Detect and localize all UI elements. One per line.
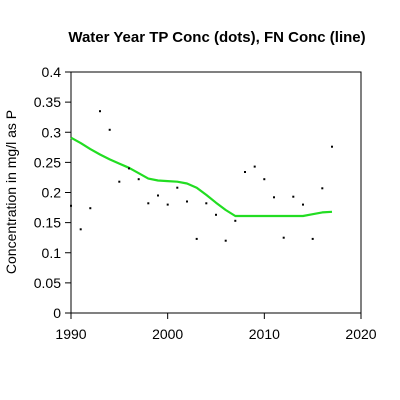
tp-conc-dot-15 xyxy=(215,213,217,216)
x-axis: 1990 2000 2010 2020 xyxy=(55,313,377,342)
tp-conc-dot-12 xyxy=(186,200,188,203)
y-tick-label-7: 0.35 xyxy=(34,94,61,110)
x-tick-label-2: 2010 xyxy=(249,326,280,342)
x-tick-label-1: 2000 xyxy=(152,326,183,342)
y-tick-label-6: 0.3 xyxy=(42,124,62,140)
y-tick-label-3: 0.15 xyxy=(34,215,61,231)
tp-conc-dot-26 xyxy=(321,187,324,190)
tp-conc-dot-23 xyxy=(292,195,295,198)
tp-conc-dot-9 xyxy=(157,194,159,197)
tp-conc-dot-8 xyxy=(147,202,150,205)
tp-conc-dot-25 xyxy=(311,237,314,240)
plot-frame xyxy=(70,71,362,314)
tp-conc-dot-0 xyxy=(70,204,72,207)
y-tick-label-8: 0.4 xyxy=(42,64,62,80)
tp-conc-dot-5 xyxy=(118,180,121,183)
tp-conc-dot-1 xyxy=(79,228,82,231)
tp-conc-dots-series xyxy=(70,110,333,242)
tp-conc-dot-14 xyxy=(205,202,208,205)
y-tick-label-5: 0.25 xyxy=(34,154,61,170)
y-tick-label-2: 0.1 xyxy=(42,245,62,261)
chart-title: Water Year TP Conc (dots), FN Conc (line… xyxy=(68,29,365,46)
y-axis: 0 0.05 0.1 0.15 0.2 0.25 0.3 0.35 0.4 xyxy=(34,64,71,321)
y-axis-label: Concentration in mg/l as P xyxy=(3,110,19,274)
fn-conc-line-series xyxy=(70,136,333,218)
tp-conc-dot-19 xyxy=(253,165,256,168)
tp-conc-dot-11 xyxy=(176,186,179,189)
tp-conc-dot-17 xyxy=(234,219,237,222)
tp-conc-dot-27 xyxy=(331,145,333,148)
tp-conc-dot-21 xyxy=(273,196,275,199)
tp-conc-dot-18 xyxy=(244,171,246,173)
tp-conc-dot-16 xyxy=(224,239,227,242)
tp-conc-dot-6 xyxy=(128,167,130,170)
tp-conc-dot-4 xyxy=(108,128,111,131)
fn-conc-line xyxy=(70,136,333,218)
y-tick-label-4: 0.2 xyxy=(42,185,62,201)
tp-conc-dot-3 xyxy=(99,110,101,113)
tp-conc-dot-20 xyxy=(263,178,266,181)
x-tick-label-0: 1990 xyxy=(55,326,86,342)
tp-conc-dot-22 xyxy=(282,236,285,239)
tp-conc-dot-7 xyxy=(137,178,140,181)
tp-conc-dot-13 xyxy=(195,237,198,240)
tp-conc-dot-24 xyxy=(302,203,304,206)
tp-conc-dot-2 xyxy=(89,207,92,210)
y-tick-label-0: 0 xyxy=(53,305,61,321)
tp-conc-dot-10 xyxy=(166,203,169,206)
x-tick-label-3: 2020 xyxy=(345,326,376,342)
y-tick-label-1: 0.05 xyxy=(34,275,61,291)
